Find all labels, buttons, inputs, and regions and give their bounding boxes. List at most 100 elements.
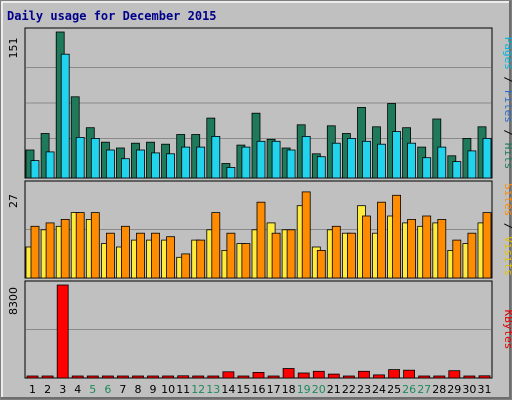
- panel-legend: Sites / Visits: [502, 183, 512, 276]
- bar-sites-day-3: [60, 218, 70, 279]
- bar-sites-day-30: [467, 232, 477, 279]
- bar-pages-day-14: [226, 166, 236, 179]
- panel-2: 27 Sites / Visits: [7, 180, 512, 279]
- bar-kbytes-day-19: [297, 372, 310, 379]
- bar-pages-day-2: [45, 151, 55, 179]
- x-tick-20: 20: [312, 383, 326, 396]
- bar-sites-day-15: [241, 243, 251, 279]
- bar-pages-day-16: [256, 140, 266, 179]
- bar-kbytes-day-5: [86, 375, 99, 379]
- chart-panels: 151 Pages / Files / Hits 27 Sites / Visits 8…: [7, 27, 512, 379]
- bar-kbytes-day-11: [177, 375, 190, 379]
- bar-pages-day-24: [377, 143, 386, 179]
- bar-sites-day-14: [226, 232, 236, 279]
- bar-pages-day-10: [166, 153, 176, 179]
- bar-pages-day-17: [271, 140, 281, 179]
- x-tick-6: 6: [104, 383, 111, 396]
- x-tick-8: 8: [135, 383, 142, 396]
- legend-part-2: Visits: [502, 236, 512, 276]
- bar-kbytes-day-31: [478, 375, 491, 379]
- bar-pages-day-19: [301, 135, 311, 179]
- y-max-label: 8300: [7, 287, 20, 315]
- bar-pages-day-22: [346, 137, 356, 179]
- bar-pages-day-3: [60, 53, 70, 179]
- x-tick-14: 14: [221, 383, 235, 396]
- bar-sites-day-19: [301, 191, 311, 279]
- x-tick-23: 23: [357, 383, 371, 396]
- bar-sites-day-26: [407, 218, 417, 279]
- panel-1: 151 Pages / Files / Hits: [7, 27, 512, 179]
- bar-sites-day-22: [346, 232, 356, 279]
- bar-sites-day-17: [271, 232, 281, 279]
- bar-sites-day-21: [331, 225, 341, 279]
- x-tick-11: 11: [176, 383, 190, 396]
- bar-kbytes-day-6: [102, 375, 114, 379]
- x-tick-12: 12: [191, 383, 205, 396]
- bar-pages-day-27: [422, 157, 432, 179]
- x-tick-2: 2: [44, 383, 51, 396]
- legend-part-0: KBytes: [502, 310, 512, 350]
- bar-kbytes-day-16: [252, 371, 265, 379]
- bar-kbytes-day-23: [358, 370, 370, 379]
- x-tick-19: 19: [297, 383, 311, 396]
- x-tick-7: 7: [119, 383, 126, 396]
- bar-sites-day-6: [106, 232, 115, 279]
- y-max-label: 27: [7, 194, 20, 208]
- bar-pages-day-13: [211, 135, 221, 179]
- bar-pages-day-18: [286, 149, 296, 179]
- x-tick-22: 22: [342, 383, 356, 396]
- bar-sites-day-12: [196, 239, 206, 279]
- bar-pages-day-28: [437, 146, 447, 179]
- panel-3: 8300 KBytes: [7, 280, 512, 379]
- bar-kbytes-day-14: [222, 371, 235, 379]
- x-tick-10: 10: [161, 383, 175, 396]
- bar-kbytes-day-15: [237, 375, 250, 379]
- bar-pages-day-31: [482, 137, 492, 179]
- x-tick-31: 31: [478, 383, 492, 396]
- bar-kbytes-day-25: [388, 369, 401, 379]
- bar-pages-day-4: [75, 136, 85, 179]
- bar-kbytes-day-17: [267, 375, 280, 379]
- bar-pages-day-8: [136, 149, 145, 179]
- bar-pages-day-29: [452, 161, 462, 179]
- bar-kbytes-day-18: [282, 368, 295, 379]
- legend-part-3: /: [502, 123, 512, 143]
- x-tick-4: 4: [74, 383, 81, 396]
- x-tick-24: 24: [372, 383, 386, 396]
- bar-kbytes-day-3: [56, 284, 69, 379]
- bar-pages-day-1: [30, 160, 40, 179]
- bar-sites-day-31: [482, 212, 492, 279]
- bar-kbytes-day-7: [117, 375, 129, 379]
- bar-sites-day-16: [256, 201, 266, 279]
- x-tick-5: 5: [89, 383, 96, 396]
- x-tick-16: 16: [252, 383, 266, 396]
- x-tick-15: 15: [236, 383, 250, 396]
- x-tick-9: 9: [150, 383, 157, 396]
- bar-sites-day-28: [437, 218, 447, 279]
- x-tick-3: 3: [59, 383, 66, 396]
- y-max-label: 151: [7, 38, 20, 59]
- bar-sites-day-9: [151, 232, 160, 279]
- bar-kbytes-day-20: [312, 370, 325, 379]
- bar-pages-day-21: [331, 142, 341, 179]
- bar-sites-day-10: [166, 236, 176, 279]
- bar-pages-day-5: [90, 137, 100, 179]
- bar-kbytes-day-24: [373, 374, 385, 379]
- bar-sites-day-2: [45, 222, 55, 279]
- bar-sites-day-7: [121, 225, 130, 279]
- x-tick-26: 26: [402, 383, 416, 396]
- x-tick-21: 21: [327, 383, 341, 396]
- legend-part-4: Hits: [502, 143, 512, 170]
- bar-pages-day-11: [181, 146, 191, 179]
- x-tick-18: 18: [282, 383, 296, 396]
- x-tick-29: 29: [447, 383, 461, 396]
- bar-sites-day-23: [362, 215, 371, 279]
- bar-kbytes-day-22: [342, 375, 355, 379]
- bar-kbytes-day-28: [433, 375, 446, 379]
- bar-kbytes-day-29: [448, 370, 461, 379]
- bar-kbytes-day-13: [207, 375, 220, 379]
- bar-kbytes-day-4: [71, 375, 84, 379]
- bar-pages-day-25: [392, 131, 402, 179]
- bar-kbytes-day-1: [26, 375, 39, 379]
